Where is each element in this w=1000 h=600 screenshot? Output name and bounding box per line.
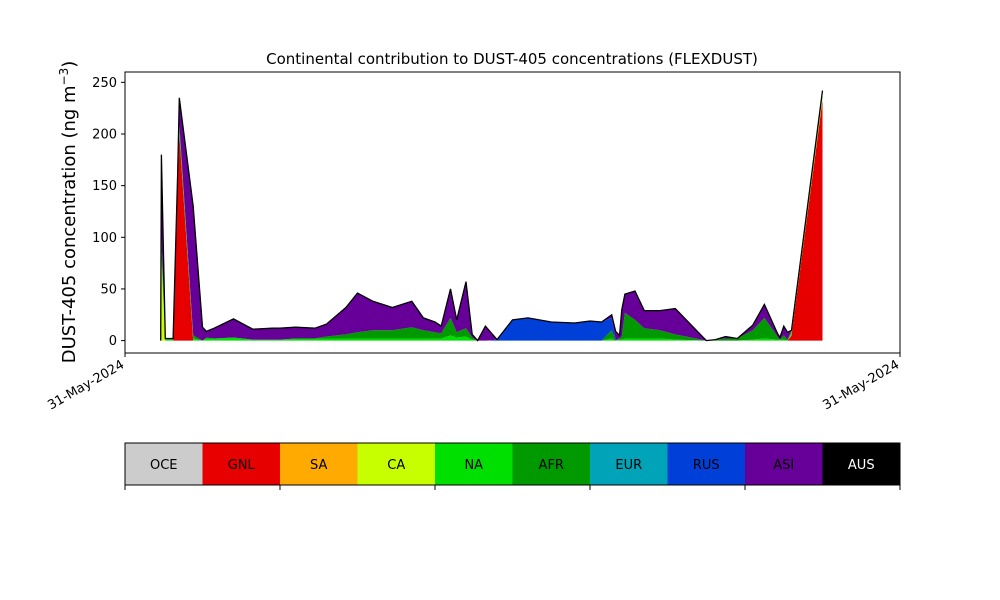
y-tick-label: 100 [92, 231, 117, 246]
area-na [160, 93, 823, 341]
colorbar-swatch-rus [667, 443, 746, 485]
colorbar-swatch-gnl [202, 443, 281, 485]
colorbar-label-eur: EUR [615, 458, 642, 473]
colorbar-label-sa: SA [310, 458, 327, 473]
colorbar-label-na: NA [464, 458, 483, 473]
colorbar-swatch-ca [357, 443, 436, 485]
region-colorbar: OCE GNL SA CA NA AFR EUR RUS ASI AUS [124, 442, 901, 490]
colorbar-label-ca: CA [387, 458, 405, 473]
total-outline [160, 90, 824, 342]
area-aus [160, 90, 823, 341]
colorbar-swatch-aus [822, 443, 901, 485]
area-rus [160, 90, 823, 341]
colorbar-swatch-na [435, 443, 513, 485]
y-tick-label: 150 [92, 179, 117, 194]
colorbar-label-gnl: GNL [228, 458, 256, 473]
x-tick-label: 31-May-2024 [820, 357, 902, 413]
y-axis-label: DUST-405 concentration (ng m−3) [57, 61, 80, 364]
y-tick-label: 50 [100, 282, 117, 297]
colorbar-label-aus: AUS [848, 458, 875, 473]
y-axis: 0 50 100 150 200 250 [92, 76, 125, 349]
area-asi [160, 90, 823, 341]
y-tick-label: 200 [92, 127, 117, 142]
colorbar-frame [124, 442, 901, 486]
plot-frame [124, 71, 901, 354]
colorbar-label-afr: AFR [539, 458, 564, 473]
y-tick-label: 250 [92, 76, 117, 91]
area-sa [160, 99, 823, 341]
colorbar-swatch-eur [590, 443, 668, 485]
colorbar-label-asi: ASI [773, 458, 794, 473]
colorbar-swatch-afr [512, 443, 591, 485]
colorbar-swatch-sa [280, 443, 358, 485]
chart-title: Continental contribution to DUST-405 con… [266, 50, 758, 68]
y-tick-label: 0 [109, 334, 117, 349]
colorbar-swatch-asi [745, 443, 823, 485]
x-tick-label: 31-May-2024 [45, 357, 127, 413]
area-gnl [160, 99, 823, 341]
colorbar-swatch-oce [125, 443, 203, 485]
area-afr [160, 90, 823, 341]
colorbar-label-oce: OCE [150, 458, 178, 473]
colorbar-label-rus: RUS [693, 458, 720, 473]
area-ca [160, 96, 823, 341]
x-axis: 31-May-2024 31-May-2024 [45, 353, 902, 413]
area-layer [160, 90, 823, 341]
area-eur [160, 90, 823, 341]
